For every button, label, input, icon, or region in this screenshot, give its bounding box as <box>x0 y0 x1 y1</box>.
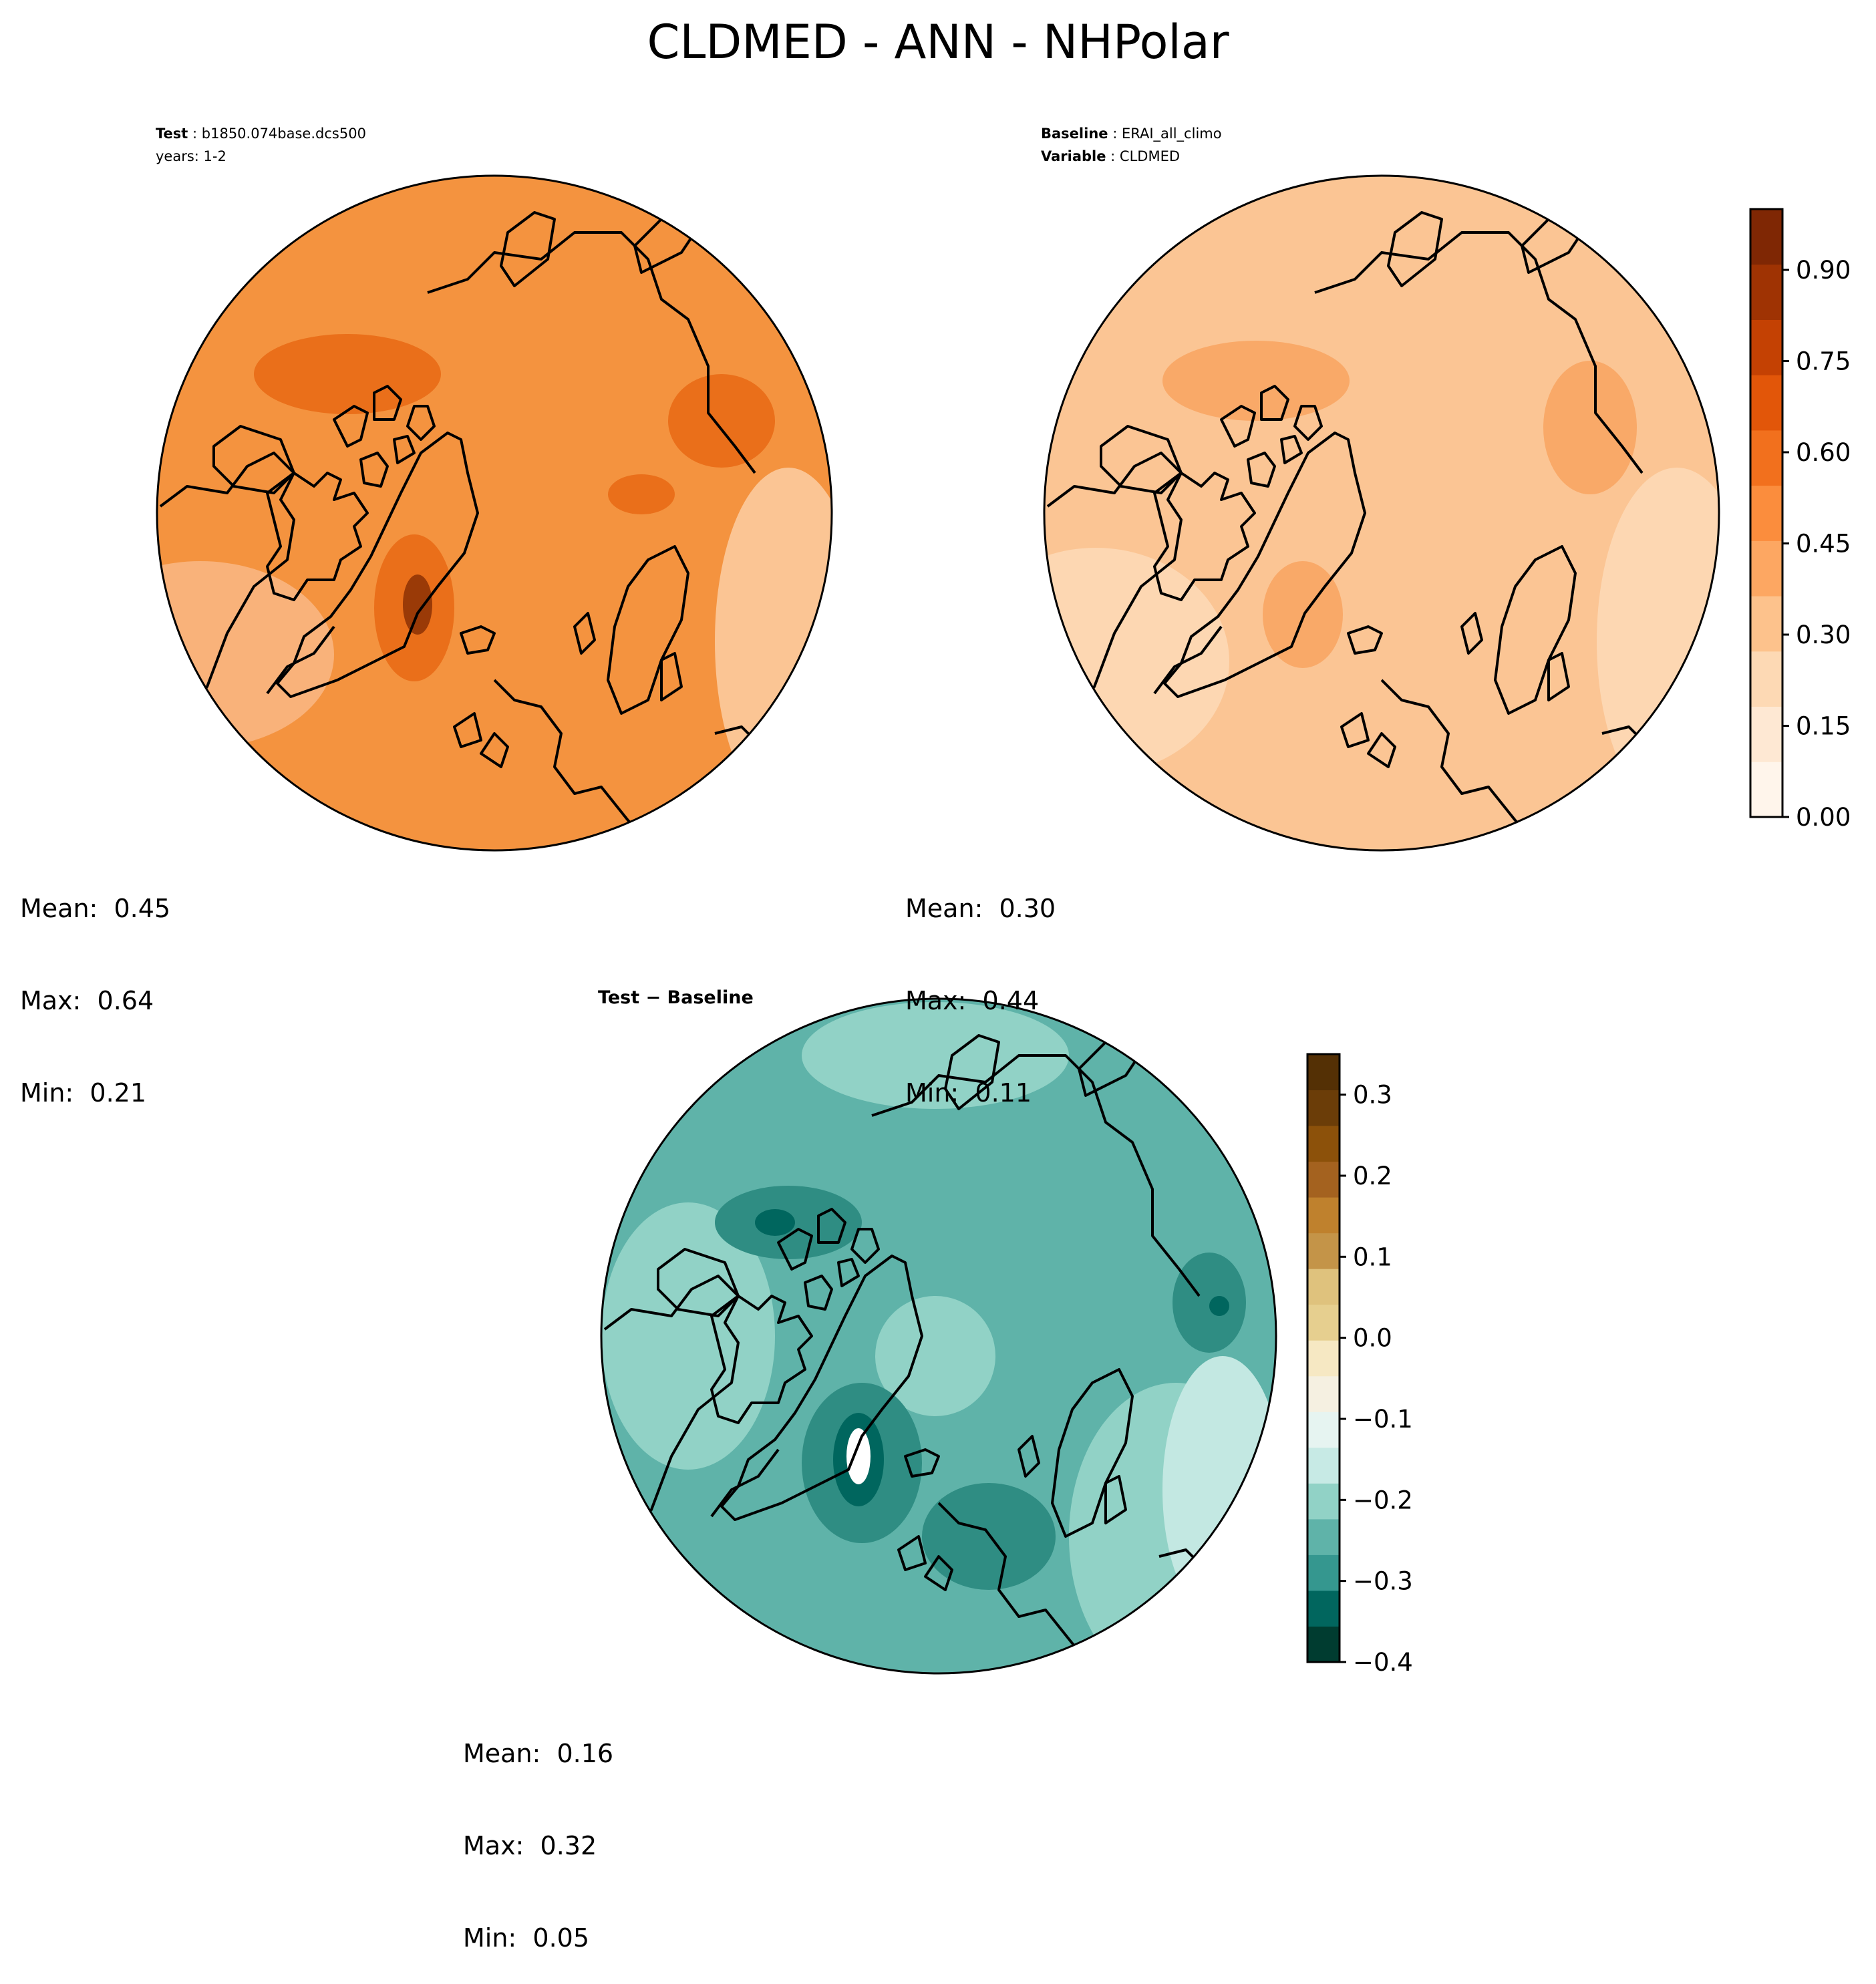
baseline-header: Baseline : ERAI_all_climo Variable : CLD… <box>1041 122 1222 168</box>
colorbar-diff-segment <box>1307 1340 1340 1377</box>
colorbar-top-segment <box>1750 430 1782 486</box>
baseline-stats: Mean: 0.30 Max: 0.44 Min: 0.11 <box>905 832 1056 1139</box>
test-stats: Mean: 0.45 Max: 0.64 Min: 0.21 <box>20 832 170 1139</box>
diff-field-light-4 <box>875 1296 995 1416</box>
colorbar-diff-border <box>1306 1053 1341 1663</box>
diff-title: Test − Baseline <box>598 987 754 1008</box>
test-field-dark-3 <box>608 474 675 514</box>
test-field-dark-2 <box>668 374 775 468</box>
colorbar-top-segment <box>1750 264 1782 320</box>
colorbar-diff-tick-label: −0.2 <box>1353 1486 1413 1514</box>
colorbar-top-segment <box>1750 706 1782 762</box>
test-header-separator: : <box>188 126 202 142</box>
colorbar-top-tick-label: 0.90 <box>1796 256 1851 285</box>
colorbar-diff-segment <box>1307 1197 1340 1234</box>
colorbar-top-tick-label: 0.45 <box>1796 530 1851 558</box>
diff-stats-mean: Mean: 0.16 <box>463 1739 614 1768</box>
colorbar-top-segment <box>1750 651 1782 707</box>
colorbar-diff-tick-label: 0.0 <box>1353 1324 1392 1353</box>
figure-title: CLDMED - ANN - NHPolar <box>647 15 1229 69</box>
colorbar-diff-segment <box>1307 1375 1340 1412</box>
colorbar-diff-tick-label: 0.2 <box>1353 1162 1392 1190</box>
colorbar-diff-segment <box>1307 1483 1340 1520</box>
colorbar-diff-segment <box>1307 1054 1340 1091</box>
test-header-label: Test <box>156 126 188 142</box>
colorbar-diff-tick-label: 0.3 <box>1353 1081 1392 1110</box>
test-field-light <box>157 561 334 748</box>
colorbar-top-segment <box>1750 375 1782 431</box>
colorbar-top-segment <box>1750 762 1782 818</box>
diff-field-out-of-range <box>846 1428 871 1484</box>
colorbar-diff-segment <box>1307 1269 1340 1305</box>
test-field-dark-1 <box>254 334 441 414</box>
baseline-stats-min: Min: 0.11 <box>905 1078 1032 1108</box>
colorbar-top: 0.90 0.75 0.60 0.45 0.30 0.15 0.00 <box>1749 208 1851 832</box>
colorbar-top-tick-label: 0.30 <box>1796 621 1851 649</box>
baseline-stats-max: Max: 0.44 <box>905 986 1040 1015</box>
colorbar-top-segment <box>1750 319 1782 375</box>
diff-map <box>600 997 1277 1675</box>
colorbar-diff: 0.3 0.2 0.1 0.0 −0.1 −0.2 −0.3 −0.4 <box>1306 1053 1413 1677</box>
test-field-darkest <box>403 574 432 635</box>
test-years: years: 1-2 <box>156 148 226 164</box>
colorbar-diff-segment <box>1307 1304 1340 1341</box>
colorbar-diff-segment <box>1307 1126 1340 1162</box>
map-canvas: 0.900.750.600.450.300.150.00 0.30.20.10.… <box>156 174 1851 1677</box>
test-map <box>156 174 833 852</box>
test-field-base <box>157 176 832 850</box>
colorbar-diff-segment <box>1307 1161 1340 1198</box>
baseline-field-light-edge <box>1597 468 1719 815</box>
diff-stats-max: Max: 0.32 <box>463 1831 597 1860</box>
colorbar-top-tick-label: 0.60 <box>1796 438 1851 467</box>
colorbar-top-segment <box>1750 596 1782 652</box>
test-stats-max: Max: 0.64 <box>20 986 154 1015</box>
baseline-header-label: Baseline <box>1041 126 1108 142</box>
test-field-light-edge <box>715 468 832 815</box>
colorbar-diff-segment <box>1307 1626 1340 1663</box>
colorbar-diff-tick-label: 0.1 <box>1353 1243 1392 1271</box>
test-stats-min: Min: 0.21 <box>20 1078 146 1108</box>
colorbar-top-tick-label: 0.75 <box>1796 347 1851 376</box>
diff-field-light-1 <box>601 1202 775 1470</box>
colorbar-top-segment <box>1750 209 1782 265</box>
colorbar-diff-tick-label: −0.3 <box>1353 1567 1413 1596</box>
test-header-value: b1850.074base.dcs500 <box>201 126 366 142</box>
baseline-stats-mean: Mean: 0.30 <box>905 894 1056 923</box>
colorbar-diff-tick-label: −0.1 <box>1353 1405 1413 1434</box>
test-header: Test : b1850.074base.dcs500 years: 1-2 <box>156 122 366 168</box>
diff-field-dark-2 <box>1172 1253 1246 1353</box>
colorbar-top-segment <box>1750 485 1782 541</box>
diff-stats: Mean: 0.16 Max: 0.32 Min: 0.05 <box>463 1677 613 1984</box>
colorbar-diff-segment <box>1307 1518 1340 1555</box>
diff-map-border <box>600 997 1277 1675</box>
colorbar-top-border <box>1749 208 1784 818</box>
baseline-header-separator: : <box>1108 126 1122 142</box>
baseline-map <box>1043 174 1720 852</box>
variable-value: CLDMED <box>1119 148 1181 164</box>
colorbar-diff-segment <box>1307 1590 1340 1627</box>
baseline-map-border <box>1043 174 1720 852</box>
baseline-header-value: ERAI_all_climo <box>1121 126 1222 142</box>
colorbar-top-tick-label: 0.15 <box>1796 712 1851 741</box>
colorbar-diff-segment <box>1307 1554 1340 1591</box>
diff-field-darkest-1 <box>755 1209 795 1236</box>
diff-stats-min: Min: 0.05 <box>463 1923 589 1953</box>
variable-label: Variable <box>1041 148 1106 164</box>
diff-field-darkest-2 <box>1209 1296 1229 1316</box>
baseline-field-dark-2 <box>1543 361 1637 494</box>
colorbar-diff-segment <box>1307 1447 1340 1484</box>
variable-separator: : <box>1106 148 1120 164</box>
colorbar-diff-segment <box>1307 1412 1340 1448</box>
diff-field-light-3 <box>802 1002 1069 1109</box>
colorbar-diff-segment <box>1307 1090 1340 1126</box>
diff-field-pale <box>1162 1356 1276 1623</box>
colorbar-diff-segment <box>1307 1232 1340 1269</box>
test-map-border <box>156 174 833 852</box>
test-stats-mean: Mean: 0.45 <box>20 894 171 923</box>
colorbar-top-tick-label: 0.00 <box>1796 803 1851 832</box>
baseline-field-dark-1 <box>1162 341 1350 421</box>
colorbar-top-segment <box>1750 540 1782 597</box>
colorbar-diff-tick-label: −0.4 <box>1353 1648 1413 1677</box>
baseline-field-light <box>1044 548 1229 775</box>
